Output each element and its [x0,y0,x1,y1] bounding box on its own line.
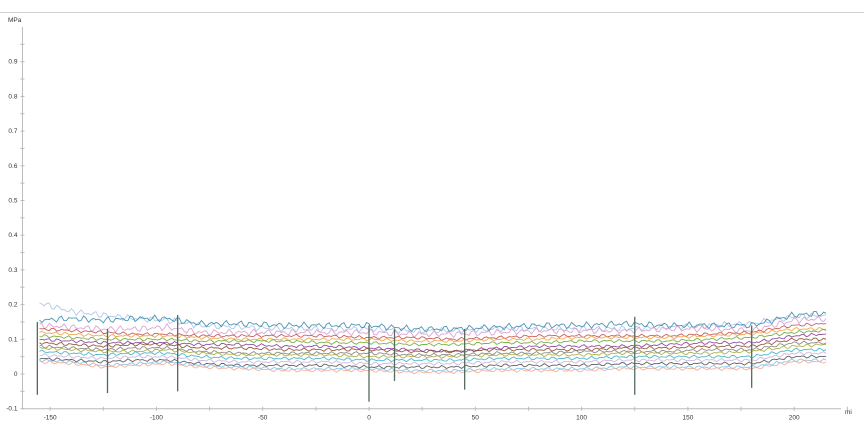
series-line [39,340,827,358]
x-tick-label: -150 [44,415,57,422]
series-line [39,322,827,342]
window-top-border [0,12,864,13]
y-tick-label: 0.1 [8,336,17,343]
x-tick-label: 150 [682,415,693,422]
x-tick-label: -100 [150,415,163,422]
series-line [39,311,827,333]
series-line [39,315,827,339]
x-axis-label: mi [845,409,852,416]
y-tick-label: 0.7 [8,128,17,135]
series-line [39,358,827,373]
series-line [39,328,827,347]
series-line [39,343,827,359]
y-tick-label: 0.8 [8,93,17,100]
series-line [39,359,827,375]
x-tick-label: 100 [576,415,587,422]
series-lines [36,302,827,402]
y-tick-label: 0.9 [8,59,17,66]
y-tick-label: -0.1 [6,406,18,413]
y-tick-label: 0 [14,371,18,378]
x-tick-label: 50 [472,415,480,422]
series-line [39,347,827,363]
y-tick-label: 0.2 [8,302,17,309]
y-tick-label: 0.3 [8,267,17,274]
x-tick-label: -50 [258,415,268,422]
series-line [39,351,827,366]
y-tick-label: 0.6 [8,163,17,170]
x-tick-label: 200 [789,415,800,422]
series-line [39,354,827,370]
x-tick-label: 0 [367,415,371,422]
axes: -0.1 0 0.1 0.2 0.3 0.4 0.5 0.6 0.7 0.8 0.9 -150 -100… [6,27,848,422]
y-tick-label: 0.5 [8,198,17,205]
y-tick-label: 0.4 [8,232,17,239]
y-axis-label: MPa [8,17,22,24]
series-line [39,337,827,354]
series-line [39,326,827,344]
